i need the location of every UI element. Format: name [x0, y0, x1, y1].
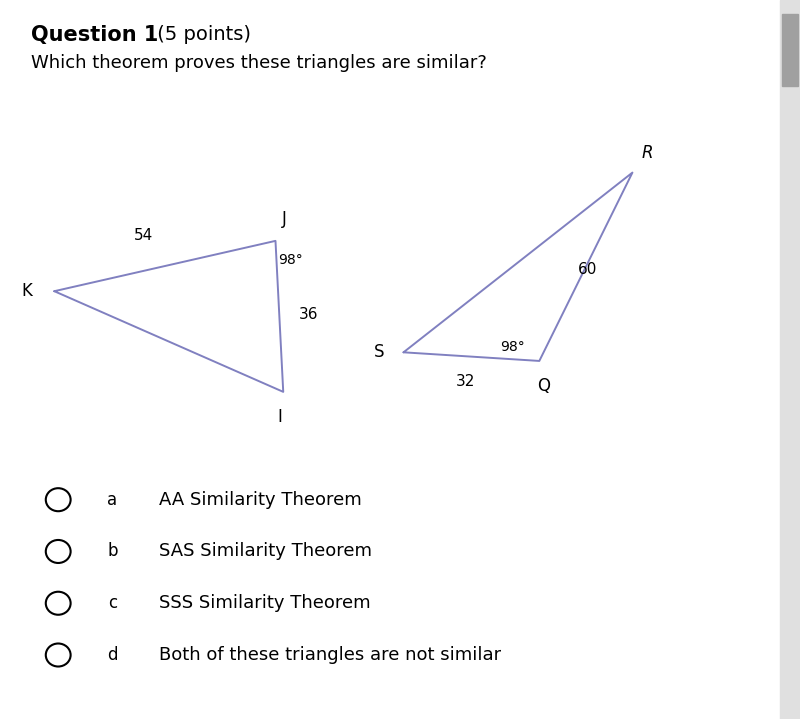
Text: d: d: [107, 646, 118, 664]
Text: 60: 60: [578, 262, 598, 277]
Text: 36: 36: [298, 308, 318, 322]
Text: (5 points): (5 points): [151, 25, 251, 44]
Text: 32: 32: [456, 374, 475, 389]
Text: b: b: [107, 542, 118, 561]
Text: R: R: [642, 144, 654, 162]
Text: I: I: [277, 408, 282, 426]
Text: 98°: 98°: [278, 253, 302, 267]
Text: Which theorem proves these triangles are similar?: Which theorem proves these triangles are…: [31, 54, 487, 72]
Text: a: a: [107, 490, 118, 509]
Text: SAS Similarity Theorem: SAS Similarity Theorem: [159, 542, 372, 561]
Text: K: K: [22, 282, 33, 301]
Text: S: S: [374, 343, 384, 362]
Text: 98°: 98°: [501, 340, 526, 354]
Text: Q: Q: [537, 377, 550, 395]
Text: Both of these triangles are not similar: Both of these triangles are not similar: [159, 646, 502, 664]
Text: AA Similarity Theorem: AA Similarity Theorem: [159, 490, 362, 509]
Text: J: J: [282, 210, 286, 228]
Text: c: c: [108, 594, 117, 613]
Text: SSS Similarity Theorem: SSS Similarity Theorem: [159, 594, 370, 613]
Text: Question 1: Question 1: [31, 25, 158, 45]
Text: 54: 54: [134, 228, 153, 243]
